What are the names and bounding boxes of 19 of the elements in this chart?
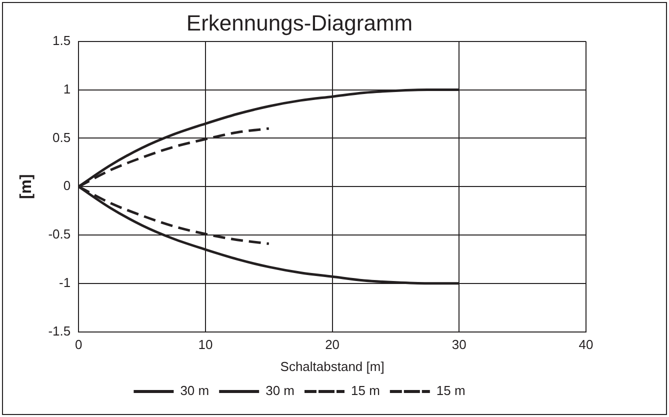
x-tick-label: 10 (198, 337, 213, 352)
legend-label: 15 m (436, 383, 466, 398)
legend-label: 30 m (180, 383, 210, 398)
y-tick-label: 1.5 (52, 32, 71, 48)
y-tick-label: -0.5 (48, 226, 71, 242)
y-tick-label: -1.5 (48, 323, 71, 338)
x-tick-label: 40 (578, 337, 594, 352)
legend-label: 30 m (266, 383, 295, 398)
y-axis-title: [m] (18, 174, 36, 200)
x-tick-label: 30 (452, 337, 466, 352)
x-axis-title: Schaltabstand [m] (280, 358, 384, 374)
chart-title: Erkennungs-Diagramm (186, 10, 413, 36)
y-tick-label: 1 (63, 81, 71, 96)
y-tick-label: -1 (59, 274, 71, 290)
y-tick-label: 0 (63, 178, 71, 194)
x-tick-label: 20 (325, 337, 340, 352)
x-tick-label: 0 (74, 337, 82, 352)
legend-label: 15 m (351, 383, 380, 398)
y-tick-label: 0.5 (52, 130, 71, 145)
